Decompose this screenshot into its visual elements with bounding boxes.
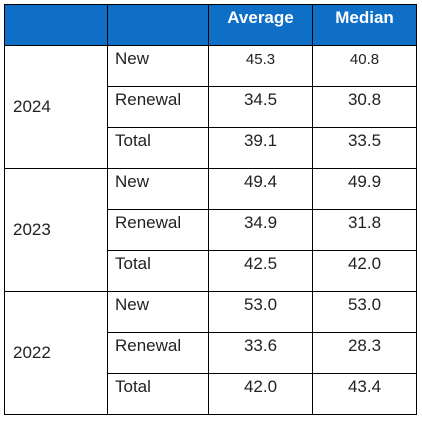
type-cell: Total [107, 373, 209, 415]
type-cell: New [107, 291, 209, 333]
table-row: Total 42.0 43.4 [5, 373, 417, 415]
average-cell: 34.5 [208, 86, 313, 128]
average-cell: 42.0 [208, 373, 313, 415]
average-cell: 33.6 [208, 332, 313, 374]
type-cell: New [107, 168, 209, 210]
table-row: 2024 New 45.3 40.8 [4, 45, 417, 169]
header-blank-type [107, 4, 209, 46]
median-cell: 43.4 [312, 373, 417, 415]
table-row: Total 42.5 42.0 [5, 250, 417, 292]
type-cell: New [107, 45, 209, 87]
average-cell: 34.9 [208, 209, 313, 251]
table-header: Average Median [4, 4, 417, 46]
table-row: Renewal 33.6 28.3 [5, 332, 417, 374]
header-blank-year [4, 4, 108, 46]
average-cell: 49.4 [208, 168, 313, 210]
median-cell: 33.5 [312, 127, 417, 169]
average-cell: 45.3 [208, 45, 313, 87]
header-average: Average [208, 4, 313, 46]
year-cell: 2024 [4, 45, 108, 169]
statistics-table: Average Median 2024 New 45.3 40.8 Renewa… [4, 4, 417, 415]
average-cell: 53.0 [208, 291, 313, 333]
median-cell: 28.3 [312, 332, 417, 374]
header-row: Average Median [4, 4, 417, 46]
year-cell: 2023 [4, 168, 108, 292]
median-cell: 31.8 [312, 209, 417, 251]
median-cell: 42.0 [312, 250, 417, 292]
type-cell: Total [107, 250, 209, 292]
type-cell: Total [107, 127, 209, 169]
type-cell: Renewal [107, 86, 209, 128]
table-row: Total 39.1 33.5 [5, 127, 417, 169]
table-row: Renewal 34.5 30.8 [5, 86, 417, 128]
type-cell: Renewal [107, 332, 209, 374]
header-median: Median [312, 4, 417, 46]
average-cell: 42.5 [208, 250, 313, 292]
table-row: 2023 New 49.4 49.9 [4, 168, 417, 292]
median-cell: 30.8 [312, 86, 417, 128]
year-cell: 2022 [4, 291, 108, 415]
table-body: 2024 New 45.3 40.8 Renewal 34.5 30.8 Tot… [4, 45, 417, 415]
median-cell: 53.0 [312, 291, 417, 333]
type-cell: Renewal [107, 209, 209, 251]
median-cell: 49.9 [312, 168, 417, 210]
table-row: 2022 New 53.0 53.0 [4, 291, 417, 415]
table-row: Renewal 34.9 31.8 [5, 209, 417, 251]
median-cell: 40.8 [312, 45, 417, 87]
average-cell: 39.1 [208, 127, 313, 169]
